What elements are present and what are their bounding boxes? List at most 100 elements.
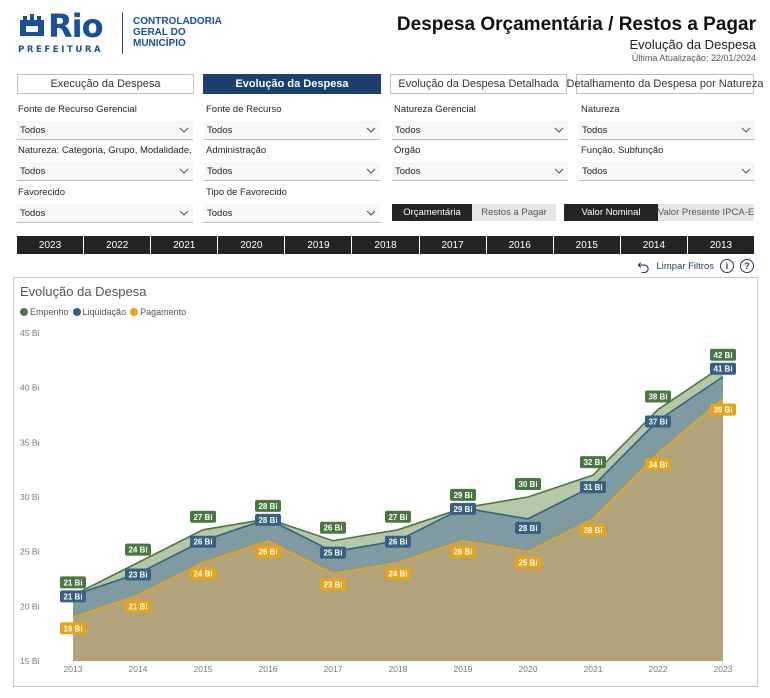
- year-button[interactable]: 2014: [620, 236, 688, 254]
- data-label-liquidacao: 28 Bi: [258, 516, 277, 525]
- data-label-box-liquidacao: [645, 415, 671, 428]
- chart-title: Evolução da Despesa: [20, 284, 147, 299]
- evolucao-despesa-chart: 15 Bi 20 Bi 25 Bi 30 Bi 35 Bi 40 Bi 45 Bi 2013 2…: [20, 328, 736, 674]
- chevron-down-icon: [554, 168, 564, 174]
- data-label-box-pagamento: [125, 600, 151, 613]
- data-label-liquidacao: 25 Bi: [323, 549, 342, 558]
- data-label-pagamento: 39 Bi: [713, 406, 732, 415]
- data-label-empenho: 38 Bi: [648, 393, 667, 402]
- data-label-box-pagamento: [320, 578, 346, 591]
- chevron-down-icon: [366, 127, 376, 133]
- year-button[interactable]: 2013: [687, 236, 755, 254]
- data-label-box-pagamento: [60, 622, 86, 635]
- data-label-empenho: 29 Bi: [453, 491, 472, 500]
- data-label-pagamento: 26 Bi: [258, 548, 277, 557]
- data-label-empenho: 27 Bi: [388, 513, 407, 522]
- filter-value: Todos: [395, 165, 421, 177]
- year-button[interactable]: 2021: [151, 236, 219, 254]
- year-button[interactable]: 2020: [218, 236, 286, 254]
- year-button[interactable]: 2016: [486, 236, 554, 254]
- chevron-down-icon: [366, 210, 376, 216]
- clear-filters-button[interactable]: Limpar Filtros: [656, 260, 714, 272]
- chart-card: 15 Bi 20 Bi 25 Bi 30 Bi 35 Bi 40 Bi 45 Bi 2013 2…: [13, 277, 758, 687]
- filter-value: Todos: [20, 207, 46, 219]
- logo-rio-text: Rio: [48, 7, 104, 45]
- filter-favorecido[interactable]: Todos: [17, 204, 193, 223]
- filter-fonte-recurso[interactable]: Todos: [204, 121, 380, 140]
- data-label-box-liquidacao: [385, 535, 411, 548]
- data-label-box-pagamento: [515, 556, 541, 569]
- last-updated: Última Atualização: 22/01/2024: [631, 53, 756, 63]
- org-line: CONTROLADORIA: [133, 16, 222, 27]
- filter-tipo-favorecido[interactable]: Todos: [204, 204, 380, 223]
- chevron-down-icon: [179, 168, 189, 174]
- chevron-down-icon: [741, 127, 751, 133]
- y-tick-label: 30 Bi: [20, 492, 39, 502]
- legend-item[interactable]: Pagamento: [130, 307, 186, 317]
- filter-natureza[interactable]: Todos: [579, 121, 755, 140]
- toggle-valor-nominal[interactable]: Valor Nominal: [564, 204, 658, 221]
- data-label-pagamento: 25 Bi: [518, 559, 537, 568]
- line-pagamento: [72, 397, 724, 619]
- data-label-box-pagamento: [385, 567, 411, 580]
- filter-administracao[interactable]: Todos: [204, 162, 380, 181]
- data-label-liquidacao: 37 Bi: [648, 417, 667, 426]
- x-tick-label: 2014: [129, 664, 148, 674]
- year-button[interactable]: 2015: [553, 236, 621, 254]
- filter-funcao-subfuncao[interactable]: Todos: [579, 162, 755, 181]
- data-label-box-empenho: [125, 543, 151, 556]
- data-label-liquidacao: 41 Bi: [713, 365, 732, 374]
- data-label-pagamento: 21 Bi: [128, 602, 147, 611]
- help-icon[interactable]: ?: [740, 259, 754, 273]
- x-tick-label: 2019: [454, 664, 473, 674]
- page-title: Despesa Orçamentária / Restos a Pagar: [396, 14, 756, 35]
- year-button[interactable]: 2019: [285, 236, 353, 254]
- y-tick-label: 15 Bi: [20, 656, 39, 666]
- data-label-empenho: 27 Bi: [193, 513, 212, 522]
- filter-label: Favorecido: [18, 187, 65, 198]
- line-empenho: [72, 365, 724, 597]
- year-button[interactable]: 2018: [352, 236, 420, 254]
- y-tick-label: 25 Bi: [20, 547, 39, 557]
- filter-natureza-gerencial[interactable]: Todos: [392, 121, 568, 140]
- year-button[interactable]: 2023: [17, 236, 85, 254]
- legend-item[interactable]: Empenho: [20, 307, 69, 317]
- undo-icon[interactable]: [637, 260, 650, 273]
- data-label-liquidacao: 26 Bi: [193, 538, 212, 547]
- data-label-liquidacao: 21 Bi: [63, 592, 82, 601]
- data-label-box-liquidacao: [580, 481, 606, 494]
- year-button[interactable]: 2017: [419, 236, 487, 254]
- legend-item[interactable]: Liquidação: [72, 307, 126, 317]
- data-label-box-liquidacao: [450, 502, 476, 515]
- data-label-liquidacao: 31 Bi: [583, 483, 602, 492]
- x-tick-label: 2015: [194, 664, 213, 674]
- data-label-box-liquidacao: [125, 568, 151, 581]
- data-label-box-pagamento: [710, 403, 736, 416]
- prefeitura-logo: Rio PREFEITURA CONTROLADORIA GERAL DO MU…: [16, 8, 226, 58]
- data-label-box-empenho: [515, 478, 541, 490]
- data-label-empenho: 21 Bi: [63, 578, 82, 587]
- year-button[interactable]: 2022: [84, 236, 152, 254]
- tab-detalhamento-natureza[interactable]: Detalhamento da Despesa por Natureza: [567, 74, 763, 94]
- y-tick-label: 45 Bi: [20, 328, 39, 338]
- filter-value: Todos: [207, 124, 233, 136]
- filter-fonte-recurso-gerencial[interactable]: Todos: [17, 121, 193, 140]
- filter-label: Órgão: [394, 145, 421, 156]
- city-crest-icon: [20, 14, 44, 36]
- toggle-valor-presente-ipca[interactable]: Valor Presente IPCA-E: [658, 204, 754, 221]
- data-label-box-pagamento: [255, 545, 281, 558]
- info-icon[interactable]: i: [720, 259, 734, 273]
- filter-natureza-categoria[interactable]: Todos: [17, 162, 193, 181]
- tab-execucao-despesa[interactable]: Execução da Despesa: [17, 74, 194, 94]
- filter-orgao[interactable]: Todos: [392, 162, 568, 181]
- tab-evolucao-despesa[interactable]: Evolução da Despesa: [203, 74, 381, 94]
- toggle-orcamentaria[interactable]: Orçamentária: [392, 204, 472, 221]
- tab-evolucao-despesa-detalhada[interactable]: Evolução da Despesa Detalhada: [390, 74, 567, 94]
- data-label-liquidacao: 29 Bi: [453, 505, 472, 514]
- data-label-liquidacao: 23 Bi: [128, 571, 147, 580]
- x-tick-label: 2016: [259, 664, 278, 674]
- toggle-restos-a-pagar[interactable]: Restos a Pagar: [472, 204, 556, 221]
- data-label-pagamento: 19 Bi: [63, 624, 82, 633]
- y-tick-label: 20 Bi: [20, 601, 39, 611]
- y-tick-label: 35 Bi: [20, 437, 39, 447]
